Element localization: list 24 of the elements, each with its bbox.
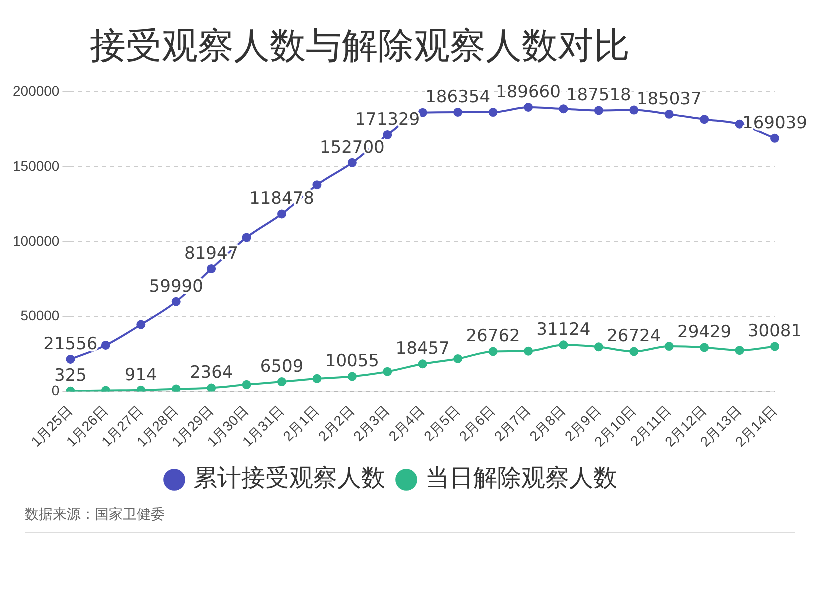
data-label: 26724 — [607, 326, 662, 347]
data-label: 169039 — [742, 113, 808, 134]
data-label: 18457 — [396, 339, 450, 360]
data-label: 185037 — [636, 89, 702, 110]
y-tick-label: 200000 — [13, 82, 60, 99]
y-tick-label: 100000 — [13, 232, 60, 249]
y-tick-label: 150000 — [13, 158, 60, 174]
data-label: 187518 — [566, 86, 632, 106]
data-label: 31124 — [536, 320, 591, 340]
source-note: 数据来源：国家卫健委 — [25, 502, 795, 533]
data-label: 914 — [124, 365, 158, 386]
data-label: 2364 — [190, 363, 234, 384]
data-label: 186354 — [426, 87, 491, 108]
legend-label: 累计接受观察人数 — [194, 464, 386, 492]
data-label: 26762 — [466, 326, 520, 347]
legend-label: 当日解除观察人数 — [426, 464, 618, 492]
y-tick-label: 50000 — [20, 308, 60, 324]
data-label: 21556 — [44, 334, 98, 354]
data-label: 29429 — [678, 322, 732, 343]
data-label: 30081 — [748, 322, 802, 342]
data-label: 6509 — [260, 356, 304, 377]
chart-title: 接受观察人数与解除观察人数对比 — [89, 25, 631, 69]
data-label: 189660 — [496, 82, 561, 102]
data-label: 10055 — [325, 352, 380, 372]
